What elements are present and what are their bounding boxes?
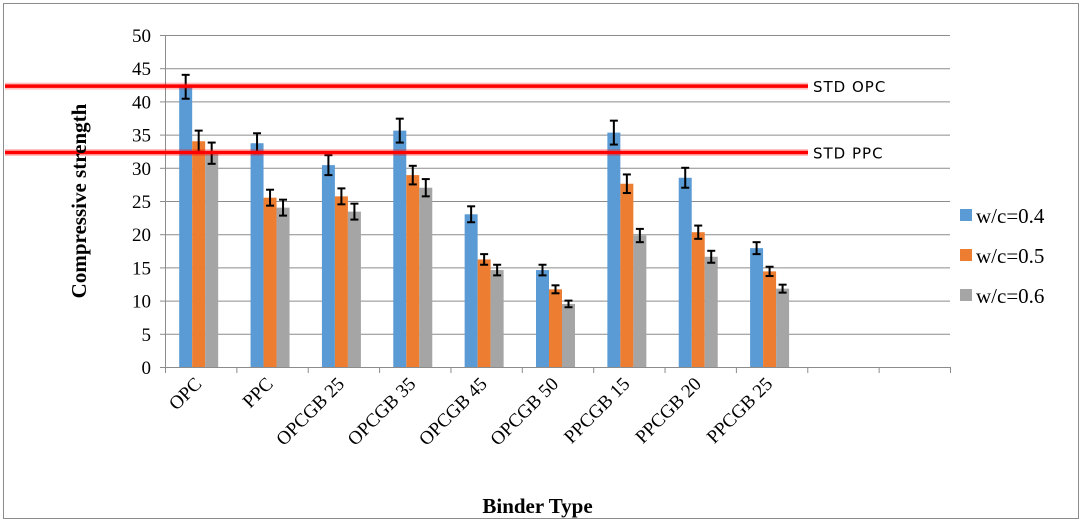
- y-tick-label: 15: [132, 258, 151, 279]
- error-bar: [493, 263, 502, 277]
- bar-w/c=0.5-PPCGB 20: [691, 232, 705, 367]
- bar-w/c=0.6-PPCGB 20: [704, 256, 718, 367]
- error-bar: [408, 164, 417, 186]
- error-bar: [622, 173, 631, 195]
- bar-w/c=0.5-PPC: [263, 197, 277, 367]
- bar-w/c=0.5-OPCGB 25: [334, 196, 348, 367]
- x-category-label: PPCGB 20: [632, 374, 706, 448]
- bar-w/c=0.4-PPC: [250, 143, 264, 367]
- legend: w/c=0.4 w/c=0.5 w/c=0.6: [960, 204, 1045, 308]
- y-tick-label: 30: [132, 159, 151, 180]
- legend-label: w/c=0.5: [976, 244, 1044, 268]
- y-tick-label: 20: [132, 225, 151, 246]
- legend-item-w/c=0.6: w/c=0.6: [960, 284, 1044, 308]
- bar-w/c=0.4-OPCGB 45: [464, 214, 478, 367]
- error-bar: [337, 187, 346, 206]
- bar-w/c=0.6-PPCGB 25: [776, 288, 790, 367]
- bar-w/c=0.4-PPCGB 20: [678, 177, 692, 367]
- error-bar: [694, 224, 703, 240]
- bar-w/c=0.6-PPCGB 15: [633, 235, 647, 367]
- bar-w/c=0.4-OPCGB 50: [536, 270, 549, 367]
- axes: [160, 35, 951, 373]
- reference-lines: STD OPC STD PPC: [5, 78, 886, 163]
- bar-w/c=0.4-OPC: [179, 86, 193, 368]
- error-bar: [609, 119, 618, 146]
- bar-w/c=0.4-OPCGB 25: [321, 165, 335, 367]
- error-bar: [266, 188, 275, 207]
- bar-w/c=0.6-OPCGB 50: [562, 303, 575, 367]
- legend-swatch: [960, 209, 972, 221]
- error-bar: [752, 241, 761, 256]
- y-tick-label: 35: [132, 126, 151, 147]
- y-tick-label: 50: [132, 26, 151, 47]
- error-bar: [564, 299, 573, 309]
- error-bar: [480, 253, 489, 266]
- error-bar: [395, 117, 404, 144]
- x-category-label: OPCGB 50: [487, 374, 563, 450]
- reference-line-std-opc: STD OPC: [5, 78, 886, 96]
- legend-swatch: [960, 249, 972, 261]
- legend-label: w/c=0.4: [976, 204, 1045, 228]
- x-category-label: OPC: [165, 374, 206, 415]
- error-bar: [467, 205, 476, 224]
- error-bar: [778, 283, 787, 294]
- y-tick-label: 25: [132, 192, 151, 213]
- y-tick-label: 5: [142, 325, 152, 346]
- bar-w/c=0.5-OPC: [192, 141, 206, 367]
- error-bar: [551, 284, 560, 295]
- bar-w/c=0.5-OPCGB 45: [477, 259, 491, 367]
- y-tick-labels: 0 5 10 15 20 25 30 35 40 45 50: [132, 26, 151, 379]
- error-bars: [181, 73, 787, 309]
- x-category-label: PPC: [239, 374, 278, 413]
- y-tick-label: 10: [132, 292, 151, 313]
- legend-swatch: [960, 289, 972, 301]
- bar-w/c=0.5-OPCGB 35: [406, 175, 420, 367]
- bar-w/c=0.5-PPCGB 15: [620, 183, 634, 367]
- bar-w/c=0.4-PPCGB 15: [607, 132, 621, 367]
- legend-label: w/c=0.6: [976, 284, 1044, 308]
- error-bar: [421, 178, 430, 198]
- x-category-label: PPCGB 25: [703, 374, 777, 448]
- error-bar: [707, 249, 716, 264]
- bar-w/c=0.5-PPCGB 25: [763, 271, 777, 367]
- reference-line-label: STD OPC: [813, 78, 886, 96]
- bars: [179, 86, 790, 368]
- bar-w/c=0.5-OPCGB 50: [549, 289, 562, 367]
- bar-w/c=0.6-OPCGB 35: [419, 187, 433, 367]
- reference-line-label: STD PPC: [813, 145, 884, 163]
- error-bar: [538, 263, 547, 277]
- y-axis-title: Compressive strength: [67, 103, 91, 298]
- bar-w/c=0.6-PPC: [276, 207, 290, 367]
- bar-w/c=0.4-PPCGB 25: [750, 248, 764, 367]
- bar-w/c=0.6-OPCGB 25: [347, 211, 361, 367]
- error-bar: [635, 227, 644, 244]
- x-category-label: OPCGB 25: [272, 374, 348, 450]
- bar-w/c=0.6-OPC: [205, 153, 219, 367]
- error-bar: [279, 198, 288, 217]
- reference-line-std-ppc: STD PPC: [5, 145, 884, 163]
- error-bar: [324, 154, 333, 177]
- legend-item-w/c=0.4: w/c=0.4: [960, 204, 1045, 228]
- legend-item-w/c=0.5: w/c=0.5: [960, 244, 1044, 268]
- error-bar: [765, 265, 774, 278]
- x-category-label: OPCGB 45: [415, 374, 491, 450]
- error-bar: [350, 202, 359, 221]
- bar-w/c=0.6-OPCGB 45: [490, 270, 504, 367]
- error-bar: [681, 166, 690, 189]
- x-category-label: PPCGB 15: [560, 374, 634, 448]
- gridlines: [165, 35, 950, 335]
- y-tick-label: 45: [132, 59, 151, 80]
- bar-w/c=0.4-OPCGB 35: [393, 130, 407, 367]
- y-tick-label: 40: [132, 92, 151, 113]
- x-category-label: OPCGB 35: [344, 374, 420, 450]
- x-axis-title: Binder Type: [482, 494, 592, 518]
- y-tick-label: 0: [142, 358, 152, 379]
